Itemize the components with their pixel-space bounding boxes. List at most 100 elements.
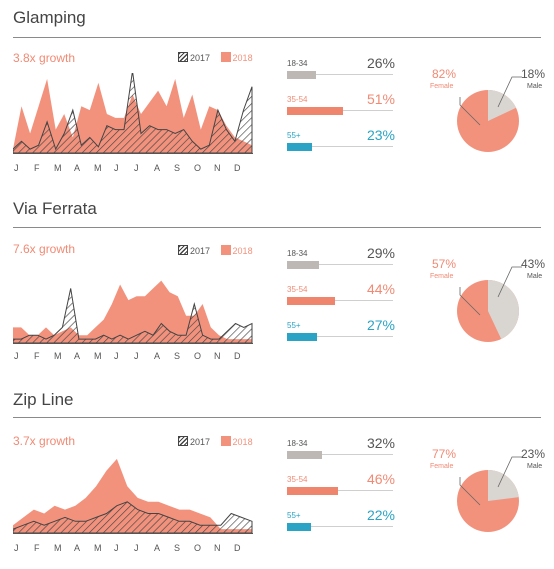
age-bar-track bbox=[287, 74, 393, 75]
month-tick-label: S bbox=[174, 543, 181, 553]
month-tick-label: A bbox=[154, 543, 161, 553]
male-leader-line bbox=[497, 76, 522, 108]
legend-swatch-2018 bbox=[220, 436, 231, 446]
legend-label-2017: 2017 bbox=[190, 437, 211, 447]
female-label: Female bbox=[430, 83, 454, 90]
chart-legend: 2017 2018 bbox=[178, 245, 253, 256]
series-2018-area bbox=[13, 458, 252, 533]
month-tick-label: J bbox=[14, 351, 19, 361]
age-bar bbox=[287, 451, 322, 459]
female-percent: 77% bbox=[432, 447, 457, 461]
month-tick-label: N bbox=[214, 543, 221, 553]
age-bar bbox=[287, 143, 312, 151]
legend-label-2018: 2018 bbox=[232, 437, 253, 447]
age-group-percent: 46% bbox=[366, 471, 395, 487]
area-chart bbox=[13, 280, 253, 344]
male-percent: 23% bbox=[521, 447, 546, 461]
month-tick-label: J bbox=[114, 351, 119, 361]
month-tick-label: M bbox=[94, 543, 102, 553]
area-chart bbox=[13, 73, 253, 154]
age-bar bbox=[287, 261, 319, 269]
month-tick-label: O bbox=[194, 351, 202, 361]
month-tick-label: J bbox=[134, 163, 139, 173]
month-tick-label: J bbox=[114, 163, 119, 173]
month-tick-label: A bbox=[74, 163, 81, 173]
age-group-label: 18-34 bbox=[287, 249, 308, 258]
age-bar bbox=[287, 297, 335, 305]
age-bar bbox=[287, 107, 343, 115]
month-tick-label: D bbox=[234, 543, 241, 553]
age-bar-track bbox=[287, 336, 393, 337]
age-bar bbox=[287, 333, 317, 341]
growth-label: 7.6x growth bbox=[13, 242, 76, 256]
series-2018-area bbox=[13, 280, 252, 343]
month-tick-label: F bbox=[34, 163, 40, 173]
age-group-label: 35-54 bbox=[287, 285, 308, 294]
month-tick-label: N bbox=[214, 351, 221, 361]
month-tick-label: O bbox=[194, 163, 202, 173]
legend-label-2017: 2017 bbox=[190, 246, 211, 256]
age-group-label: 35-54 bbox=[287, 95, 308, 104]
female-percent: 57% bbox=[432, 257, 457, 271]
month-tick-label: S bbox=[174, 351, 181, 361]
section-divider bbox=[13, 227, 541, 228]
female-leader-line bbox=[459, 287, 481, 316]
chart-legend: 2017 2018 bbox=[178, 52, 253, 63]
age-bar-track bbox=[287, 526, 393, 527]
month-tick-label: J bbox=[14, 163, 19, 173]
age-group-percent: 44% bbox=[366, 281, 395, 297]
legend-swatch-2017 bbox=[178, 52, 188, 62]
chart-legend: 2017 2018 bbox=[178, 436, 253, 447]
pie-chart bbox=[457, 76, 522, 152]
legend-label-2018: 2018 bbox=[232, 246, 253, 256]
month-tick-label: N bbox=[214, 163, 221, 173]
male-label: Male bbox=[527, 273, 543, 280]
pie-slice-male bbox=[488, 280, 519, 340]
month-tick-label: M bbox=[54, 163, 62, 173]
pie-chart bbox=[457, 266, 522, 342]
legend-swatch-2018 bbox=[220, 52, 231, 62]
series-2017-area bbox=[13, 73, 253, 154]
age-group-percent: 27% bbox=[366, 317, 395, 333]
month-tick-label: A bbox=[154, 163, 161, 173]
month-tick-label: M bbox=[94, 351, 102, 361]
male-percent: 18% bbox=[521, 67, 546, 81]
section-title: Zip Line bbox=[13, 390, 74, 409]
month-tick-label: J bbox=[134, 543, 139, 553]
month-tick-label: J bbox=[114, 543, 119, 553]
female-label: Female bbox=[430, 273, 454, 280]
age-bar-track bbox=[287, 454, 393, 455]
age-group-percent: 23% bbox=[366, 127, 395, 143]
legend-swatch-2018 bbox=[220, 245, 231, 255]
month-tick-label: O bbox=[194, 543, 202, 553]
area-chart bbox=[13, 458, 253, 534]
age-group-label: 55+ bbox=[287, 131, 301, 140]
month-tick-label: M bbox=[54, 543, 62, 553]
month-tick-label: F bbox=[34, 351, 40, 361]
female-label: Female bbox=[430, 463, 454, 470]
age-group-label: 55+ bbox=[287, 321, 301, 330]
age-group-label: 18-34 bbox=[287, 59, 308, 68]
male-percent: 43% bbox=[521, 257, 546, 271]
month-tick-label: A bbox=[74, 543, 81, 553]
growth-label: 3.7x growth bbox=[13, 434, 76, 448]
section-title: Glamping bbox=[13, 8, 86, 27]
month-tick-label: S bbox=[174, 163, 181, 173]
age-group-label: 18-34 bbox=[287, 439, 308, 448]
month-tick-label: M bbox=[94, 163, 102, 173]
month-tick-label: A bbox=[74, 351, 81, 361]
month-tick-label: D bbox=[234, 351, 241, 361]
section-title: Via Ferrata bbox=[13, 199, 97, 218]
age-group-label: 55+ bbox=[287, 511, 301, 520]
legend-label-2017: 2017 bbox=[190, 53, 211, 63]
month-tick-label: J bbox=[134, 351, 139, 361]
month-tick-label: D bbox=[234, 163, 241, 173]
age-bar bbox=[287, 71, 316, 79]
pie-chart bbox=[457, 456, 522, 532]
age-group-percent: 51% bbox=[366, 91, 395, 107]
section-divider bbox=[13, 417, 541, 418]
age-group-label: 35-54 bbox=[287, 475, 308, 484]
